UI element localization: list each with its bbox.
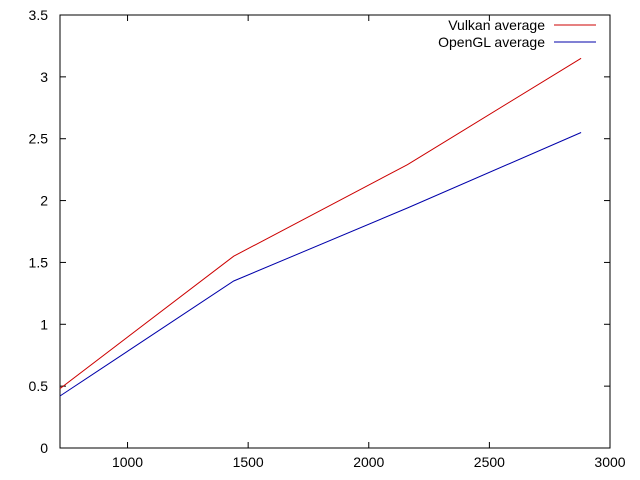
y-tick-label: 2.5 bbox=[29, 131, 49, 147]
y-tick-label: 0 bbox=[40, 440, 48, 456]
y-tick-label: 0.5 bbox=[29, 378, 49, 394]
x-tick-label: 2000 bbox=[353, 454, 384, 470]
plot-frame bbox=[59, 14, 611, 449]
x-tick-label: 1500 bbox=[233, 454, 264, 470]
series-line-1 bbox=[59, 132, 582, 397]
axis-ticks: 1000 1500 2000 2500 3000 0 0.5 1 1.5 2 2.5 3 3.5 bbox=[29, 7, 626, 470]
y-tick-label: 3 bbox=[40, 69, 48, 85]
legend-label: OpenGL average bbox=[438, 34, 545, 50]
x-tick-label: 1000 bbox=[112, 454, 143, 470]
y-tick-label: 1.5 bbox=[29, 254, 49, 270]
x-tick-label: 2500 bbox=[474, 454, 505, 470]
y-tick-label: 1 bbox=[40, 316, 48, 332]
y-tick-label: 2 bbox=[40, 193, 48, 209]
series-lines bbox=[59, 57, 582, 397]
y-tick-label: 3.5 bbox=[29, 7, 49, 23]
legend-label: Vulkan average bbox=[448, 17, 545, 33]
series-line-0 bbox=[59, 57, 582, 389]
x-tick-label: 3000 bbox=[594, 454, 625, 470]
